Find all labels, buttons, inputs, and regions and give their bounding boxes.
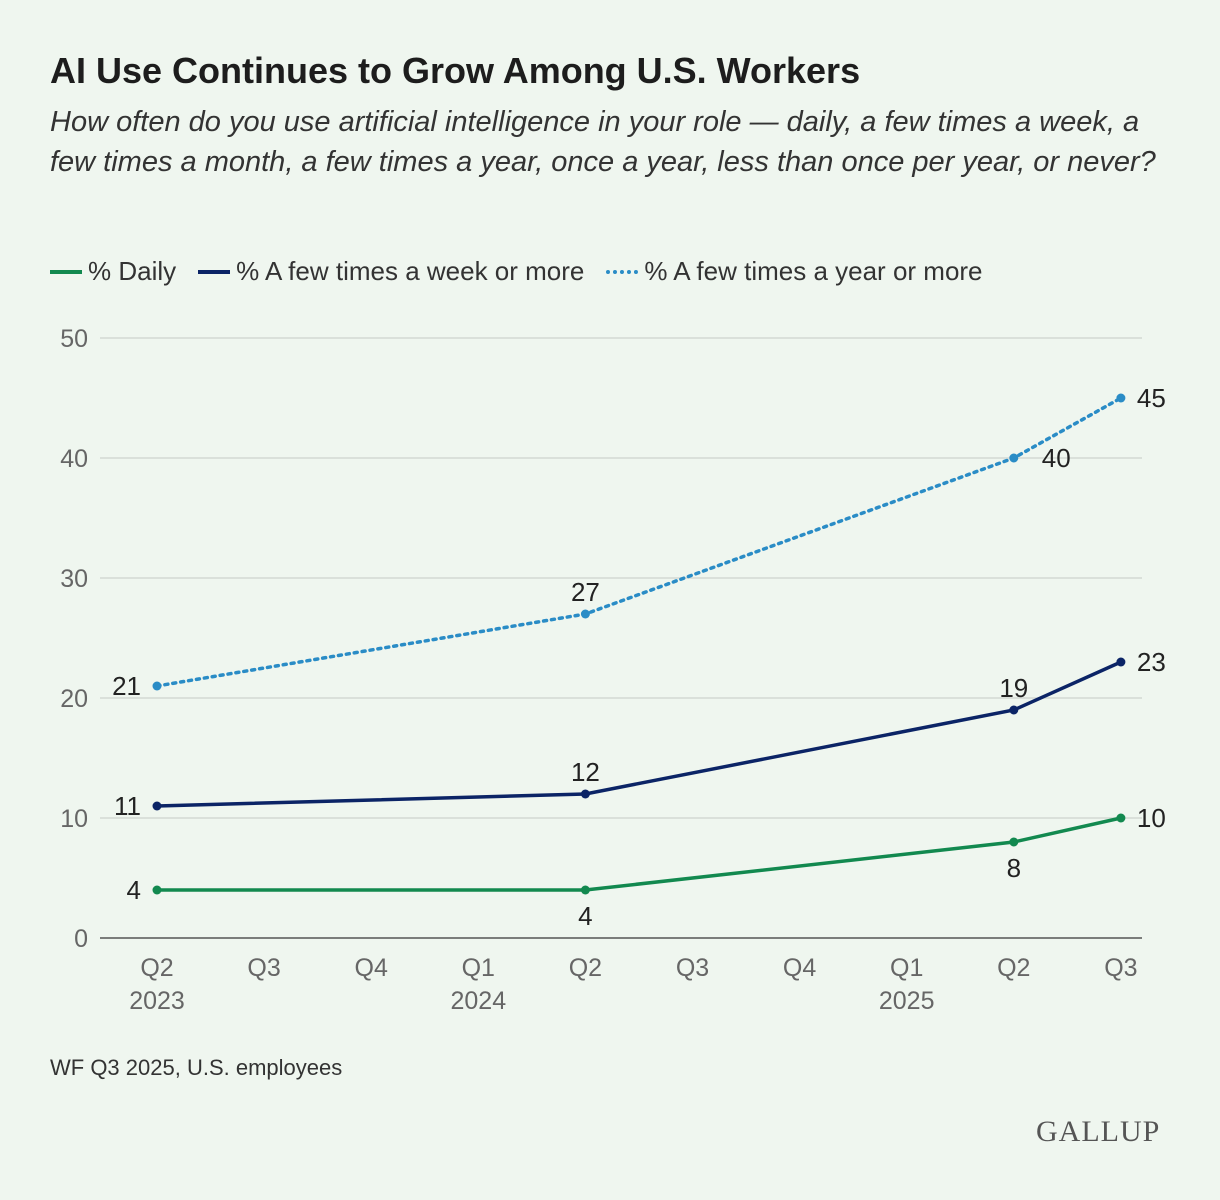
legend-label: % A few times a year or more (644, 256, 983, 286)
legend-swatch (198, 269, 231, 274)
data-label: 8 (1007, 853, 1021, 883)
x-tick-label: Q2 (569, 954, 602, 982)
series-line (155, 816, 1123, 892)
x-tick-label: Q4 (355, 954, 388, 982)
data-point (580, 789, 590, 799)
y-tick-label: 10 (60, 805, 88, 833)
legend-item-yearly: % A few times a year or more (606, 256, 983, 287)
x-tick-label: Q3 (247, 954, 280, 982)
data-label: 40 (1042, 443, 1071, 473)
chart-title: AI Use Continues to Grow Among U.S. Work… (50, 50, 861, 91)
y-tick-label: 40 (60, 445, 88, 473)
x-tick-label: Q3 (1104, 954, 1137, 982)
data-label: 45 (1137, 383, 1166, 413)
legend: % Daily % A few times a week or more % A… (50, 256, 983, 287)
legend-swatch (606, 269, 639, 274)
x-tick-label: Q4 (783, 954, 816, 982)
series-line (155, 660, 1123, 808)
line-chart: 0 10 20 30 40 50 Q2 2023 Q3 Q4 Q1 2024 Q2 Q3 Q4 Q1 2025 Q… (60, 325, 1166, 1015)
legend-swatch (50, 269, 82, 274)
y-tick-label: 50 (60, 325, 88, 353)
chart-subtitle: How often do you use artificial intellig… (50, 106, 1156, 178)
data-point (1116, 657, 1126, 667)
legend-label: % A few times a week or more (236, 256, 585, 286)
gallup-logo: GALLUP (1036, 1115, 1161, 1148)
data-label: 10 (1137, 803, 1166, 833)
legend-label: % Daily (88, 256, 177, 286)
x-tick-label: Q3 (676, 954, 709, 982)
legend-item-daily: % Daily (50, 256, 176, 287)
data-point (1116, 813, 1126, 823)
data-point (1009, 837, 1019, 847)
x-tick-year-label: 2023 (129, 987, 185, 1015)
x-tick-label: Q1 (462, 954, 495, 982)
x-tick-label: Q2 (140, 954, 173, 982)
data-label: 4 (578, 901, 592, 931)
data-label: 19 (999, 673, 1028, 703)
data-point (580, 885, 590, 895)
data-point (1009, 705, 1019, 715)
data-label: 4 (127, 875, 141, 905)
data-point (1009, 453, 1019, 463)
x-tick-year-label: 2025 (879, 987, 935, 1015)
data-point (152, 885, 162, 895)
y-tick-label: 0 (74, 925, 88, 953)
x-tick-year-label: 2024 (450, 987, 506, 1015)
data-point (580, 609, 590, 619)
data-label: 12 (571, 757, 600, 787)
x-tick-label: Q1 (890, 954, 923, 982)
data-label: 11 (114, 791, 141, 821)
data-label: 21 (112, 671, 141, 701)
legend-item-weekly: % A few times a week or more (198, 256, 584, 287)
y-tick-label: 20 (60, 685, 88, 713)
data-label: 27 (571, 577, 600, 607)
source-note: WF Q3 2025, U.S. employees (50, 1055, 343, 1080)
series-line (155, 396, 1123, 688)
data-point (152, 681, 162, 691)
y-tick-label: 30 (60, 565, 88, 593)
data-point (152, 801, 162, 811)
data-point (1116, 393, 1126, 403)
x-tick-label: Q2 (997, 954, 1030, 982)
data-label: 23 (1137, 647, 1166, 677)
